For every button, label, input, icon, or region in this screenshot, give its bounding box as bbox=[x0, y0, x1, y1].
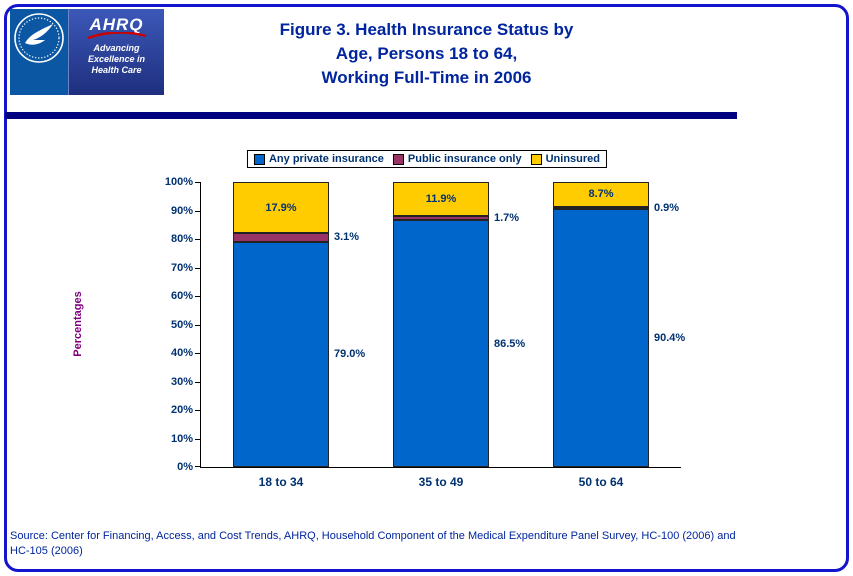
bar-value-label: 79.0% bbox=[334, 348, 366, 361]
ahrq-logo: AHRQ Advancing Excellence in Health Care bbox=[68, 9, 164, 95]
x-category-label: 35 to 49 bbox=[418, 475, 464, 489]
bar-segment-any-private-insurance bbox=[393, 220, 489, 467]
ahrq-swoosh-icon bbox=[87, 32, 146, 40]
legend-label: Any private insurance bbox=[268, 153, 384, 165]
legend-swatch bbox=[530, 153, 542, 165]
bar-segment-uninsured bbox=[233, 182, 329, 234]
x-category-label: 50 to 64 bbox=[578, 475, 624, 489]
legend-label: Public insurance only bbox=[407, 153, 522, 165]
bar-segment-uninsured bbox=[553, 182, 649, 207]
y-tick-label: 50% bbox=[170, 318, 193, 331]
y-tick-mark bbox=[195, 466, 200, 467]
legend-label: Uninsured bbox=[545, 153, 601, 165]
legend-item: Public insurance only bbox=[392, 153, 522, 165]
ahrq-logo-text: AHRQ bbox=[89, 15, 144, 34]
y-tick-mark bbox=[195, 239, 200, 240]
legend-item: Any private insurance bbox=[253, 153, 384, 165]
y-tick-mark bbox=[195, 296, 200, 297]
y-tick-mark bbox=[195, 182, 200, 183]
y-tick-mark bbox=[195, 410, 200, 411]
y-tick-label: 0% bbox=[177, 461, 193, 473]
ahrq-tagline-line: Health Care bbox=[91, 65, 142, 75]
y-tick-label: 100% bbox=[164, 176, 193, 188]
bar-segment-uninsured bbox=[393, 181, 489, 216]
legend-swatch bbox=[392, 153, 404, 165]
bar-value-label: 90.4% bbox=[654, 332, 686, 345]
bar-segment-public-insurance-only bbox=[233, 233, 329, 242]
source-line: Source: Center for Financing, Access, an… bbox=[10, 530, 736, 542]
y-axis-title: Percentages bbox=[72, 291, 84, 357]
y-tick-label: 70% bbox=[170, 261, 193, 274]
bar-value-label: 86.5% bbox=[494, 337, 526, 350]
y-tick-label: 40% bbox=[170, 347, 193, 359]
bar-segment-any-private-insurance bbox=[553, 209, 649, 467]
bar-value-label: 8.7% bbox=[588, 188, 614, 201]
bar-segment-any-private-insurance bbox=[233, 241, 329, 467]
y-tick-mark bbox=[195, 438, 200, 440]
plot-area: 0% 10% 20% 30% 40% 50% 60% 70% 80% 90% 100% 79.0% 3.… bbox=[165, 176, 685, 489]
y-tick-label: 90% bbox=[170, 204, 193, 217]
ahrq-tagline: Advancing Excellence in Health Care bbox=[88, 43, 145, 76]
ahrq-tagline-line: Advancing bbox=[93, 43, 140, 53]
ahrq-tagline-line: Excellence in bbox=[87, 54, 146, 64]
y-tick-mark bbox=[195, 353, 200, 354]
hhs-seal-icon bbox=[14, 13, 64, 63]
figure-title-line: Figure 3. Health Insurance Status by bbox=[279, 20, 574, 39]
legend-swatch bbox=[253, 153, 265, 165]
bar-value-label: 0.9% bbox=[654, 202, 680, 215]
legend-item: Uninsured bbox=[530, 153, 601, 165]
logos: AHRQ Advancing Excellence in Health Care bbox=[10, 9, 164, 95]
y-tick-label: 20% bbox=[170, 404, 193, 416]
y-tick-mark bbox=[195, 267, 200, 269]
y-tick-mark bbox=[195, 324, 200, 326]
y-tick-mark bbox=[195, 381, 200, 383]
y-tick-label: 60% bbox=[170, 290, 193, 302]
y-tick-label: 80% bbox=[170, 233, 193, 245]
bar-value-label: 1.7% bbox=[494, 212, 520, 225]
figure-title-line: Age, Persons 18 to 64, bbox=[335, 44, 518, 63]
y-tick-mark bbox=[195, 210, 200, 212]
bar-value-label: 11.9% bbox=[425, 192, 457, 205]
y-tick-label: 30% bbox=[170, 375, 193, 388]
hhs-logo bbox=[10, 9, 68, 95]
chart-legend: Any private insurance Public insurance on… bbox=[246, 150, 608, 168]
bar-segment-public-insurance-only bbox=[553, 206, 649, 210]
source-line: HC-105 (2006) bbox=[10, 545, 83, 557]
figure-title-line: Working Full-Time in 2006 bbox=[321, 68, 532, 87]
y-tick-label: 10% bbox=[170, 432, 193, 445]
x-category-label: 18 to 34 bbox=[258, 475, 304, 489]
bar-value-label: 17.9% bbox=[265, 201, 297, 214]
header-divider bbox=[5, 112, 737, 119]
figure-title: Figure 3. Health Insurance Status by Age… bbox=[0, 18, 853, 90]
source-note: Source: Center for Financing, Access, an… bbox=[10, 529, 736, 559]
bar-value-label: 3.1% bbox=[334, 231, 360, 244]
bar-segment-public-insurance-only bbox=[393, 215, 489, 221]
